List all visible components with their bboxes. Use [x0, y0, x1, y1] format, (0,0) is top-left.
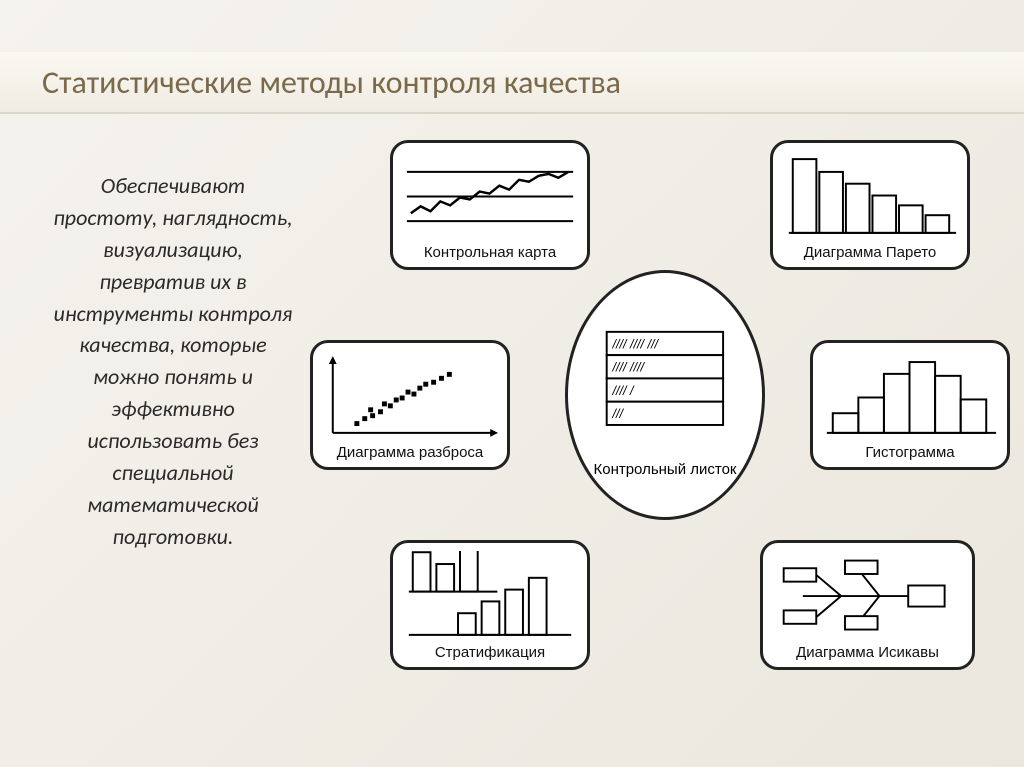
page-title: Статистические методы контроля качества — [42, 63, 621, 102]
checksheet-icon: //// //// /////// //////// //// — [597, 312, 733, 458]
title-bar: Статистические методы контроля качества — [0, 52, 1024, 114]
control-chart-label: Контрольная карта — [424, 242, 556, 261]
stratification-icon — [399, 551, 581, 642]
card-histogram: Гистограмма — [810, 340, 1010, 470]
card-scatter: Диаграмма разброса — [310, 340, 510, 470]
pareto-label: Диаграмма Парето — [804, 242, 937, 261]
svg-text://// //// ///: //// //// /// — [612, 337, 660, 351]
description-text: Обеспечивают простоту, наглядность, визу… — [48, 170, 298, 553]
checksheet-label: Контрольный листок — [593, 462, 736, 479]
control-chart-icon — [399, 151, 581, 242]
ishikawa-label: Диаграмма Исикавы — [796, 642, 939, 661]
diagram-canvas: Контрольная карта Диаграмма Парето Диагр… — [310, 140, 1010, 740]
svg-text://// /: //// / — [612, 383, 635, 397]
ishikawa-icon — [769, 551, 966, 642]
stratification-label: Стратификация — [435, 642, 545, 661]
card-pareto: Диаграмма Парето — [770, 140, 970, 270]
card-checksheet: //// //// /////// //////// //// Контроль… — [565, 270, 765, 520]
content-area: Обеспечивают простоту, наглядность, визу… — [0, 140, 1024, 767]
card-stratification: Стратификация — [390, 540, 590, 670]
scatter-label: Диаграмма разброса — [337, 442, 484, 461]
scatter-icon — [319, 351, 501, 442]
pareto-icon — [779, 151, 961, 242]
histogram-icon — [819, 351, 1001, 442]
histogram-label: Гистограмма — [865, 442, 954, 461]
svg-text://// ////: //// //// — [612, 360, 646, 374]
svg-text:///: /// — [612, 407, 625, 421]
card-control-chart: Контрольная карта — [390, 140, 590, 270]
card-ishikawa: Диаграмма Исикавы — [760, 540, 975, 670]
